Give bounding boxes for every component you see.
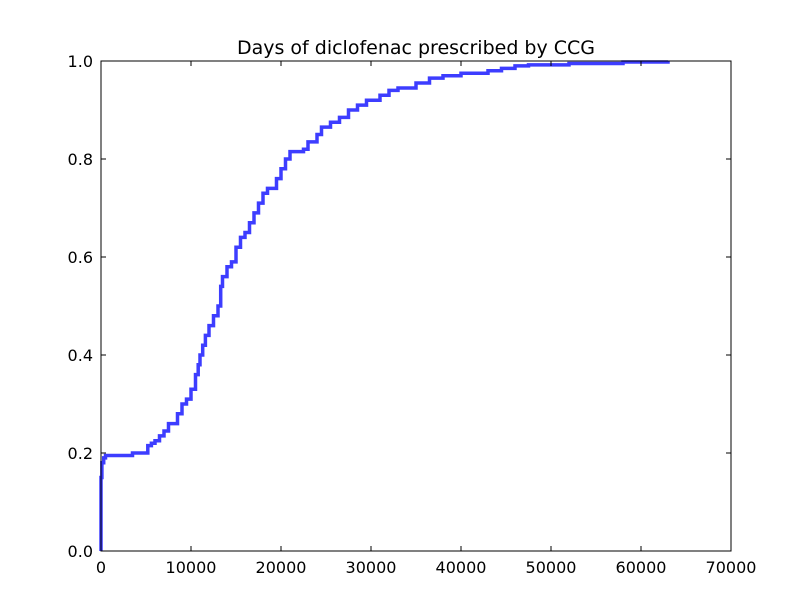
plot-frame: [100, 60, 732, 552]
y-tick-label: 0.6: [68, 248, 93, 267]
y-tick-label: 0.8: [68, 150, 93, 169]
y-tick-label: 0.0: [68, 542, 93, 561]
x-tick-label: 20000: [256, 558, 307, 577]
x-tick-label: 0: [96, 558, 106, 577]
x-tick-label: 10000: [166, 558, 217, 577]
y-tick-label: 1.0: [68, 52, 93, 71]
chart-title: Days of diclofenac prescribed by CCG: [237, 37, 595, 59]
plot-area: [99, 60, 670, 551]
x-tick-label: 50000: [526, 558, 577, 577]
y-tick-label: 0.4: [68, 346, 93, 365]
x-tick-label: 70000: [706, 558, 757, 577]
x-tick-label: 60000: [616, 558, 667, 577]
series-line-0: [99, 60, 670, 551]
x-axis: 0 10000 20000 30000 40000 50000 60000 70000: [96, 61, 757, 577]
y-tick-label: 0.2: [68, 444, 93, 463]
y-axis: 0.0 0.2 0.4 0.6 0.8 1.0: [68, 52, 731, 561]
x-tick-label: 40000: [436, 558, 487, 577]
x-tick-label: 30000: [346, 558, 397, 577]
